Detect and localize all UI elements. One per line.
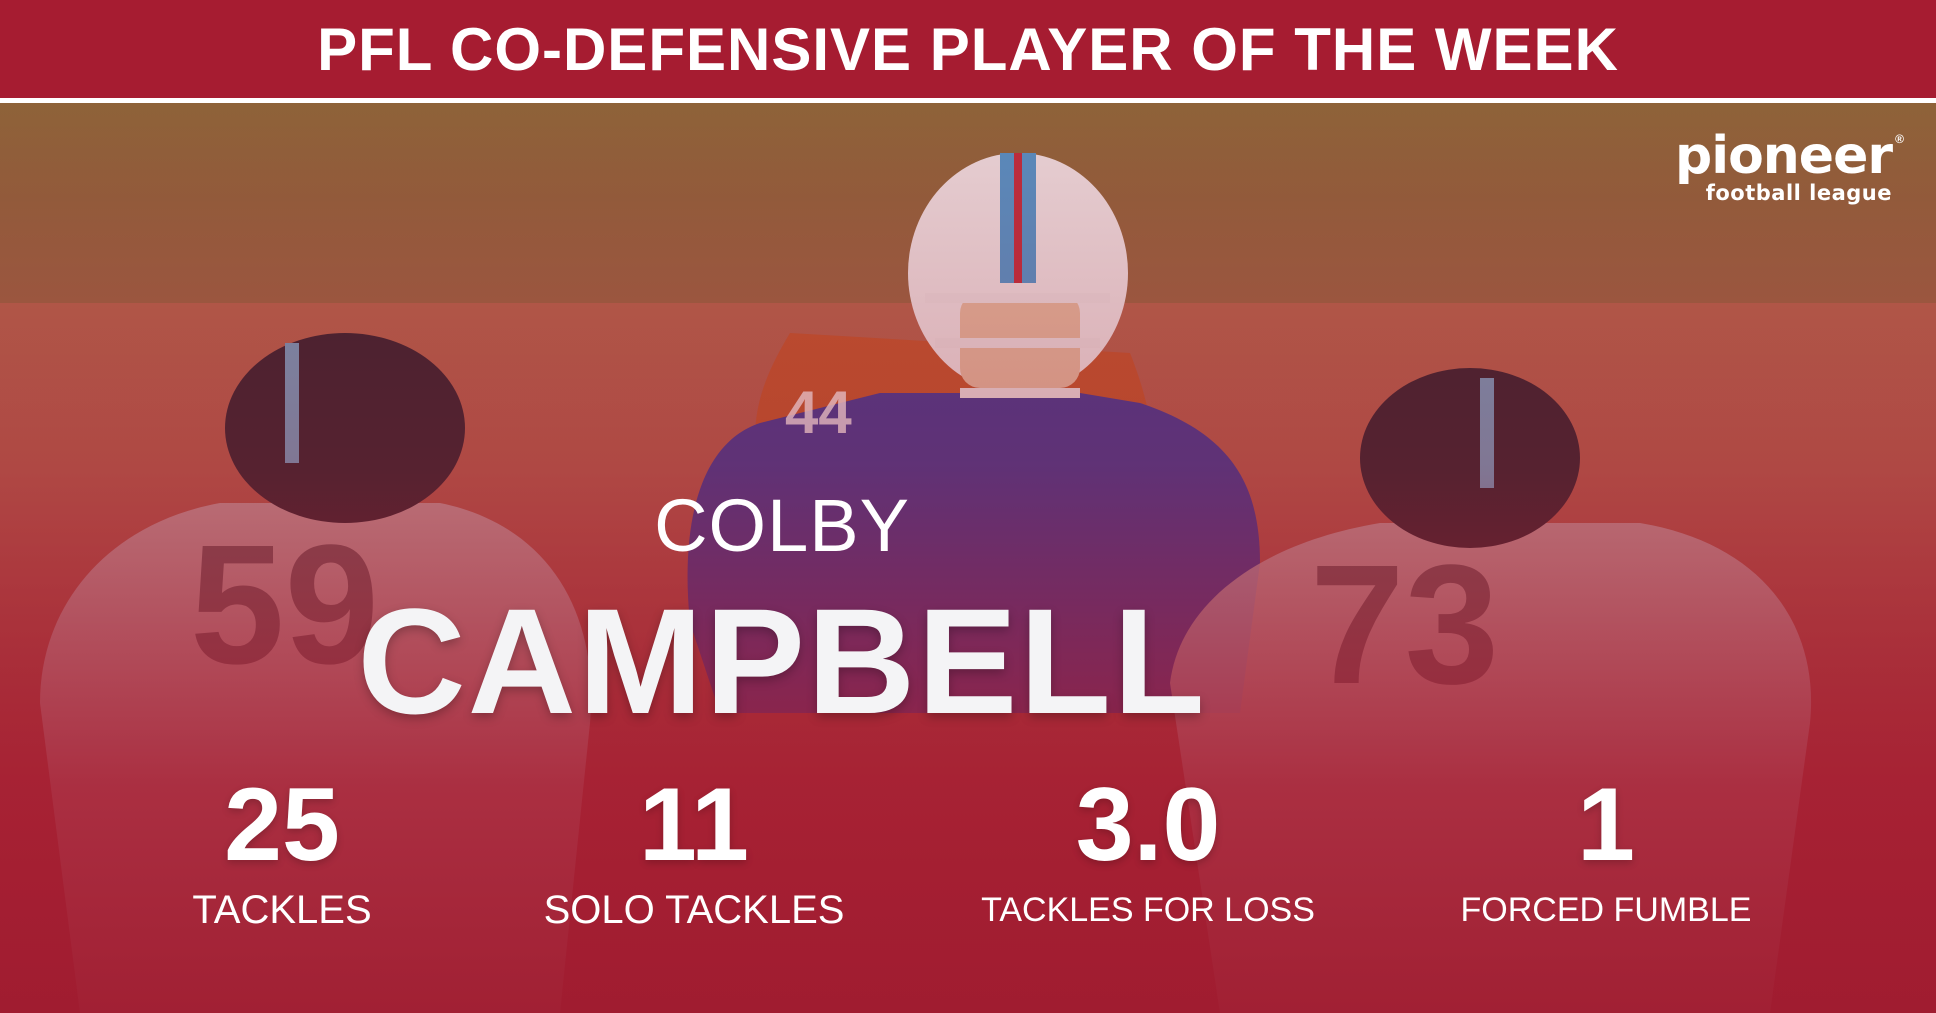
stat-forced-fumble: 1 FORCED FUMBLE (1386, 770, 1826, 932)
stat-solo-tackles: 11 SOLO TACKLES (474, 770, 914, 932)
player-first-name: COLBY (654, 484, 910, 567)
stat-value: 1 (1577, 767, 1635, 883)
stat-tackles: 25 TACKLES (62, 770, 502, 932)
red-overlay (0, 103, 1936, 1013)
logo-subtitle: football league (1705, 181, 1892, 205)
logo-registered-mark: ® (1895, 132, 1904, 146)
stat-tackles-for-loss: 3.0 TACKLES FOR LOSS (928, 770, 1368, 932)
header-title: PFL CO-DEFENSIVE PLAYER OF THE WEEK (317, 15, 1619, 83)
header-banner: PFL CO-DEFENSIVE PLAYER OF THE WEEK (0, 0, 1936, 98)
stat-label: TACKLES (192, 888, 372, 932)
stat-value: 3.0 (1075, 767, 1221, 883)
stat-value: 25 (224, 767, 340, 883)
pfl-logo: pioneer football league ® (1612, 126, 1904, 210)
player-last-name: CAMPBELL (357, 577, 1207, 745)
header-divider (0, 98, 1936, 103)
stat-label: TACKLES FOR LOSS (981, 891, 1315, 929)
stat-label: SOLO TACKLES (543, 888, 845, 932)
stat-label: FORCED FUMBLE (1460, 891, 1752, 929)
player-photo: 44 59 73 (0, 103, 1936, 1013)
stat-value: 11 (639, 767, 749, 883)
logo-wordmark: pioneer (1675, 126, 1893, 186)
